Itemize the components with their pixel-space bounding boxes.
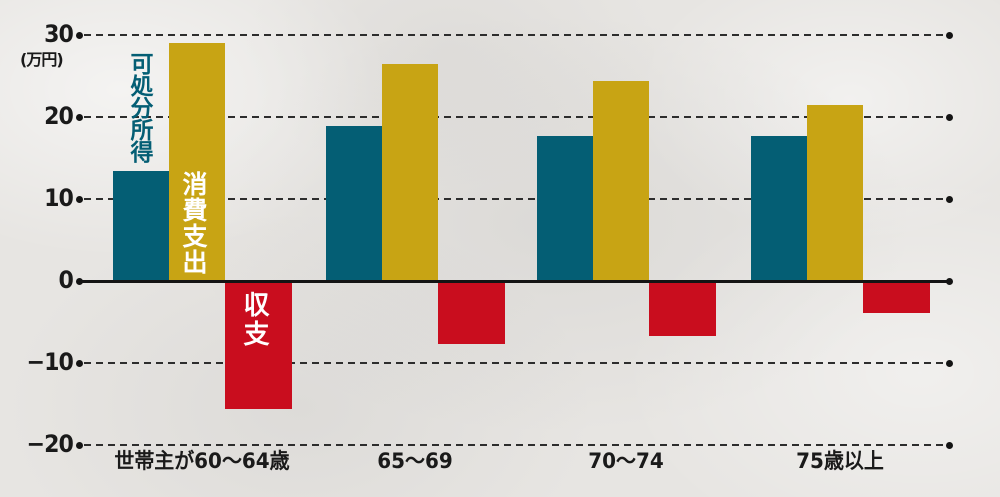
bar-income-group1 [326, 126, 382, 281]
bar-balance-group1 [438, 281, 505, 345]
x-category-label-3: 75歳以上 [796, 449, 884, 473]
tick-dot-right-10 [946, 195, 953, 203]
series-label-disposable-income: 可処分所得 [126, 52, 152, 162]
gridline-20 [84, 116, 944, 118]
bar-expense-group1 [382, 63, 438, 281]
y-tick-label--10: −10 [26, 348, 74, 376]
bar-balance-group0 [225, 281, 292, 409]
x-category-label-0: 世帯主が60〜64歳 [114, 449, 290, 473]
gridline-10 [84, 198, 944, 200]
tick-dot-right--10 [946, 359, 953, 367]
gridline-30 [84, 34, 944, 36]
bar-expense-group2 [593, 80, 649, 281]
bar-balance-group3 [863, 281, 930, 313]
bar-expense-group3 [807, 104, 863, 281]
gridline--20 [84, 444, 944, 446]
tick-dot-left-20 [76, 113, 83, 121]
tick-dot-right--20 [946, 441, 953, 449]
y-tick-label-20: 20 [44, 102, 74, 130]
tick-dot-left--10 [76, 359, 83, 367]
y-tick-label-0: 0 [58, 266, 74, 294]
bar-income-group3 [751, 135, 807, 281]
bar-expense-group0 [169, 43, 225, 281]
x-category-label-1: 65〜69 [377, 449, 453, 473]
bar-balance-group2 [649, 281, 716, 336]
y-tick-label--20: −20 [26, 430, 74, 458]
bar-income-group2 [537, 135, 593, 281]
tick-dot-right-20 [946, 113, 953, 121]
tick-dot-right-30 [946, 31, 953, 39]
y-tick-label-10: 10 [44, 184, 74, 212]
x-axis-zero-line [80, 279, 950, 283]
bar-income-group0 [113, 171, 169, 281]
x-category-label-2: 70〜74 [588, 449, 664, 473]
tick-dot-right-0 [946, 277, 953, 285]
y-tick-label-30: 30 [44, 20, 74, 48]
y-axis-unit-label: (万円) [20, 50, 64, 69]
tick-dot-left-0 [76, 277, 83, 285]
tick-dot-left-10 [76, 195, 83, 203]
series-label-consumption-expenditure: 消費支出 [179, 171, 208, 275]
tick-dot-left--20 [76, 441, 83, 449]
series-label-balance: 収支 [239, 291, 269, 349]
gridline--10 [84, 362, 944, 364]
tick-dot-left-30 [76, 31, 83, 39]
